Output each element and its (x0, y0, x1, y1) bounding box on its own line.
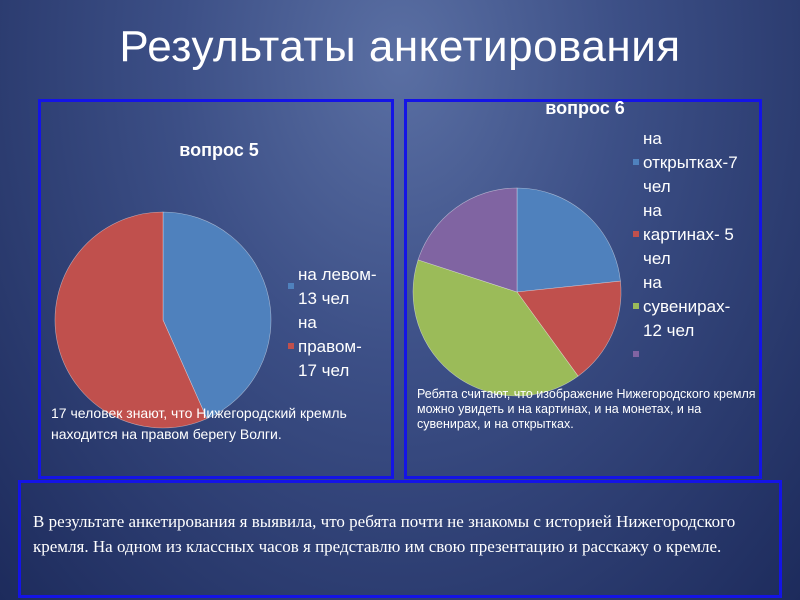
pie-slice-3 (412, 259, 579, 397)
legend-label-2: картинах- 5 (643, 225, 734, 244)
question-5-note: 17 человек знают, что Нижегородский крем… (51, 405, 347, 442)
legend-swatch-4 (633, 351, 639, 357)
pie-slice-1 (162, 211, 272, 420)
pie-chart-question-5: вопрос 5 на левом- 13 чел на правом- 17 чел (54, 140, 377, 429)
legend-label-3: на (643, 273, 662, 292)
pie-slice-4 (417, 187, 518, 293)
legend-label-2: правом- (298, 337, 362, 356)
chart-title: вопрос 6 (545, 98, 624, 118)
question-6-note: Ребята считают, что изображение Нижегоро… (417, 387, 756, 431)
legend-label-2: на (298, 313, 317, 332)
legend-label-3: 12 чел (643, 321, 694, 340)
conclusion-box: В результате анкетирования я выявила, чт… (18, 480, 782, 598)
slide-title: Результаты анкетирования (119, 22, 681, 71)
legend-label-1: 13 чел (298, 289, 349, 308)
legend-swatch-2 (633, 231, 639, 237)
legend-swatch-1 (633, 159, 639, 165)
pie-slice-2 (516, 280, 622, 377)
conclusion-text: В результате анкетирования я выявила, чт… (33, 512, 736, 556)
pie-slice-2 (54, 211, 208, 429)
chart-title: вопрос 5 (179, 140, 258, 160)
legend-label-2: 17 чел (298, 361, 349, 380)
chart-panel-question-6: вопрос 6 на открытках-7 чел на картинах- 5 чел… (404, 98, 762, 479)
chart-panel-question-5: вопрос 5 на левом- 13 чел на правом- 17 чел 1… (38, 99, 394, 479)
legend-label-3: сувенирах- (643, 297, 730, 316)
pie-chart-question-6: вопрос 6 на открытках-7 чел на картинах- 5 чел… (412, 98, 738, 397)
legend-label-1: открытках-7 (643, 153, 738, 172)
legend-swatch-2 (288, 343, 294, 349)
pie-slice-1 (516, 187, 621, 293)
legend-label-1: на левом- (298, 265, 377, 284)
legend-swatch-1 (288, 283, 294, 289)
legend-label-2: на (643, 201, 662, 220)
legend-label-2: чел (643, 249, 671, 268)
legend-label-1: на (643, 129, 662, 148)
legend-swatch-3 (633, 303, 639, 309)
legend-label-1: чел (643, 177, 671, 196)
